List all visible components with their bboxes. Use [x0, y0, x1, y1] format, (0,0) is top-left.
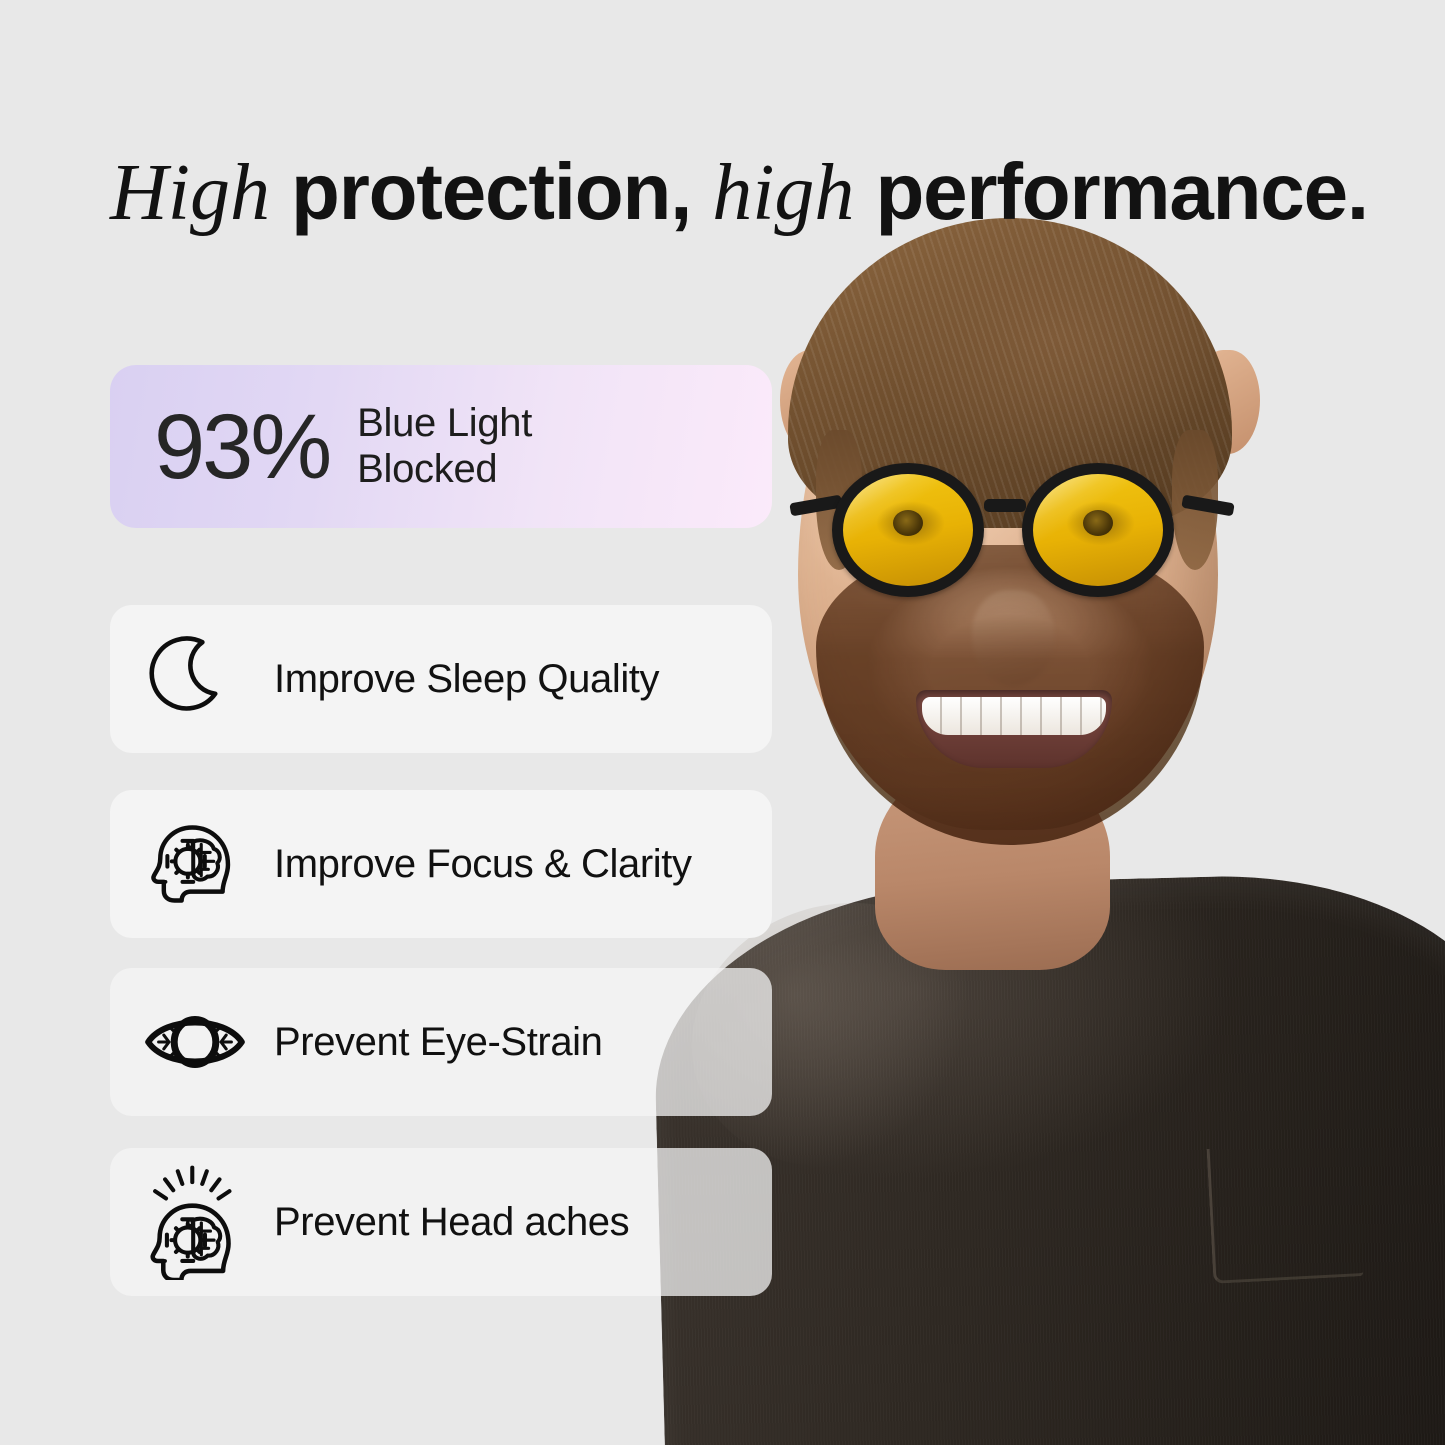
model-photo: [620, 0, 1445, 1445]
blue-light-glasses: [789, 455, 1235, 597]
feature-label: Prevent Head aches: [274, 1199, 630, 1244]
eye-left: [893, 510, 923, 537]
head-brain-gear-icon: [136, 805, 254, 923]
shirt-pocket: [1206, 1141, 1364, 1284]
badge-label-line2: Blocked: [357, 446, 498, 491]
badge-label: Blue Light Blocked: [357, 401, 532, 492]
page-title: High protection, high performance.: [110, 147, 1369, 237]
feature-label: Improve Sleep Quality: [274, 656, 660, 701]
mouth: [916, 690, 1112, 768]
feature-label: Prevent Eye-Strain: [274, 1019, 603, 1064]
glasses-lens-right: [1022, 463, 1174, 597]
eye-icon: [136, 983, 254, 1101]
headline-word-high-1: High: [110, 149, 270, 237]
blue-light-blocked-badge: 93% Blue Light Blocked: [110, 365, 772, 528]
feature-label: Improve Focus & Clarity: [274, 841, 692, 886]
feature-card-improve-focus-clarity[interactable]: Improve Focus & Clarity: [110, 790, 772, 938]
badge-percent-value: 93%: [154, 395, 332, 498]
feature-card-prevent-headaches[interactable]: Prevent Head aches: [110, 1148, 772, 1296]
head-brain-pain-icon: [136, 1163, 254, 1281]
feature-card-prevent-eye-strain[interactable]: Prevent Eye-Strain: [110, 968, 772, 1116]
crescent-moon-icon: [136, 620, 254, 738]
teeth: [922, 697, 1106, 735]
headline-word-high-2: high: [712, 149, 855, 237]
headline-text-protection: protection,: [270, 147, 713, 236]
headline-text-performance: performance.: [854, 147, 1369, 236]
eye-right: [1083, 510, 1113, 537]
glasses-bridge: [984, 499, 1026, 512]
glasses-lens-left: [832, 463, 984, 597]
feature-card-improve-sleep-quality[interactable]: Improve Sleep Quality: [110, 605, 772, 753]
badge-label-line1: Blue Light: [357, 400, 533, 445]
